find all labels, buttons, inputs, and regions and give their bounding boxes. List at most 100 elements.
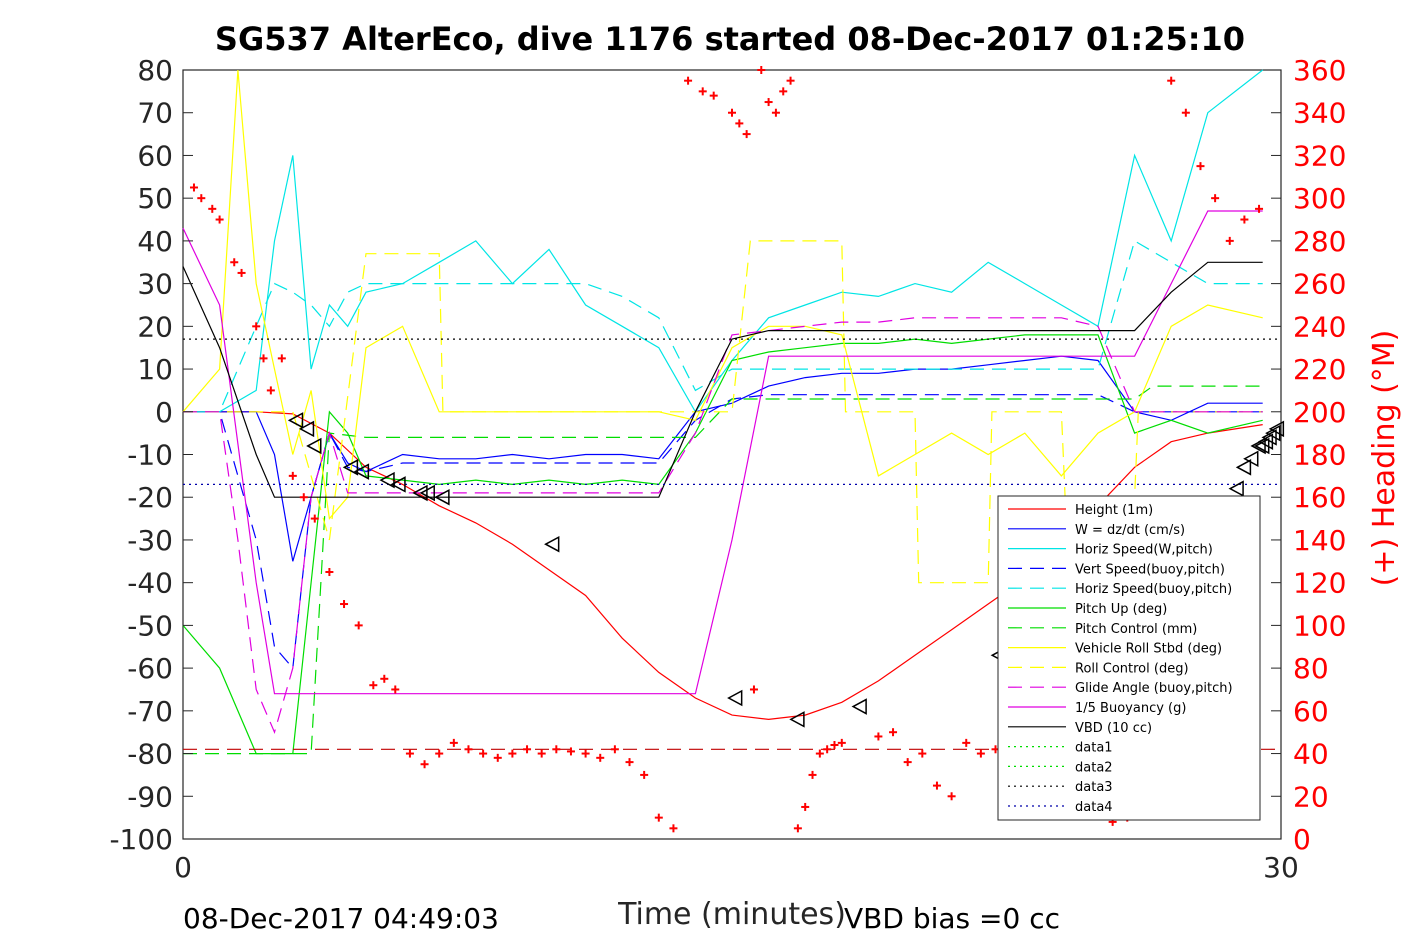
triangle-marker (1268, 420, 1285, 438)
right-tick-label: 260 (1293, 268, 1346, 301)
heading-marker (435, 749, 444, 758)
triangle-marker (306, 437, 322, 455)
series-line-roll-control-deg- (183, 240, 1263, 584)
left-tick-label: 60 (137, 139, 173, 172)
triangle-marker (1228, 480, 1244, 497)
left-axis: 80 70 60 50 40 30 20 10 0 -10 -20 -30 -40 -50 -60 -70 -8… (109, 54, 1281, 856)
heading-marker (1211, 194, 1220, 203)
triangle-marker (298, 420, 315, 438)
heading-marker (252, 322, 261, 331)
triangle-marker (390, 476, 406, 493)
right-tick-label: 140 (1293, 524, 1346, 557)
series-line-horiz-speed-w-pitch- (183, 69, 1264, 413)
heading-marker (1225, 236, 1234, 245)
triangle-marker (353, 463, 370, 480)
legend: Height (1m) W = dz/dt (cm/s) Horiz Speed(W… (997, 495, 1261, 821)
legend-label: Roll Control (deg) (1075, 661, 1189, 676)
heading-marker (815, 749, 824, 758)
triangle-marker (412, 484, 428, 502)
series-line-vbd-10-cc- (182, 261, 1263, 498)
left-tick-label: -50 (127, 609, 173, 642)
triangle-marker (1243, 450, 1259, 468)
heading-marker (874, 732, 883, 741)
heading-marker (596, 753, 605, 762)
legend-label: Pitch Control (mm) (1075, 622, 1197, 637)
legend-label: Glide Angle (buoy,pitch) (1075, 681, 1233, 696)
legend-label: 1/5 Buoyancy (g) (1075, 701, 1186, 716)
heading-marker (552, 745, 561, 754)
heading-marker (299, 493, 308, 502)
triangle-marker (789, 711, 805, 728)
right-axis: 3603403203002802602402202001801601401201… (1293, 54, 1346, 856)
heading-marker (493, 753, 502, 762)
heading-marker (1196, 162, 1205, 171)
left-tick-label: -100 (109, 823, 173, 856)
heading-marker (742, 130, 751, 139)
right-tick-label: 100 (1293, 609, 1346, 642)
footer-vbd-bias: VBD bias =0 cc (844, 902, 1060, 935)
left-tick-label: -60 (127, 652, 173, 685)
left-tick-label: 40 (137, 225, 173, 258)
series-line-pitch-control-mm- (183, 385, 1263, 755)
heading-marker (380, 674, 389, 683)
heading-marker (640, 770, 649, 779)
heading-marker (786, 76, 795, 85)
heading-marker (197, 194, 206, 203)
heading-marker (625, 758, 634, 767)
triangle-marker (1250, 437, 1266, 455)
series-line-1-5-buoyancy-g- (182, 210, 1263, 695)
left-tick-label: 10 (137, 353, 173, 386)
heading-marker (801, 802, 810, 811)
heading-marker (962, 738, 971, 747)
heading-marker (903, 758, 912, 767)
right-tick-label: 160 (1293, 481, 1346, 514)
heading-marker (266, 386, 275, 395)
right-tick-label: 80 (1293, 652, 1329, 685)
heading-marker (523, 745, 532, 754)
heading-marker (764, 98, 773, 107)
right-tick-label: 360 (1293, 54, 1346, 87)
heading-marker (391, 685, 400, 694)
legend-label: VBD (10 cc) (1075, 721, 1152, 736)
heading-marker (976, 749, 985, 758)
legend-label: data1 (1075, 741, 1113, 756)
right-tick-label: 180 (1293, 439, 1346, 472)
legend-label: data3 (1075, 780, 1113, 795)
triangle-marker (851, 698, 867, 715)
right-tick-label: 340 (1293, 97, 1346, 130)
right-tick-label: 240 (1293, 310, 1346, 343)
heading-marker (757, 66, 766, 74)
left-tick-label: 20 (137, 310, 173, 343)
left-tick-label: -90 (127, 780, 173, 813)
heading-marker (208, 204, 217, 213)
heading-marker (420, 760, 429, 769)
triangle-marker (727, 689, 743, 707)
heading-marker (325, 567, 334, 576)
heading-marker (823, 745, 832, 754)
heading-marker (449, 738, 458, 747)
triangle-marker (434, 488, 450, 506)
heading-marker (310, 514, 319, 523)
heading-marker (340, 600, 349, 609)
left-tick-label: -30 (127, 524, 173, 557)
heading-marker (237, 268, 246, 277)
heading-marker (215, 215, 224, 224)
heading-marker (771, 108, 780, 117)
left-tick-label: 70 (137, 97, 173, 130)
left-tick-label: 30 (137, 268, 173, 301)
heading-marker (735, 119, 744, 128)
left-tick-label: -20 (127, 481, 173, 514)
legend-label: Pitch Up (deg) (1075, 602, 1167, 617)
right-tick-label: 20 (1293, 780, 1329, 813)
right-tick-label: 300 (1293, 182, 1346, 215)
triangle-marker (544, 535, 560, 553)
left-tick-label: -70 (127, 695, 173, 728)
right-tick-label: 200 (1293, 396, 1346, 429)
heading-marker (1181, 108, 1190, 117)
heading-marker (684, 76, 693, 85)
left-tick-label: -40 (127, 567, 173, 600)
triangle-marker (419, 484, 435, 502)
heading-marker (581, 749, 590, 758)
legend-label: Vert Speed(buoy,pitch) (1075, 562, 1225, 577)
heading-marker (508, 749, 517, 758)
